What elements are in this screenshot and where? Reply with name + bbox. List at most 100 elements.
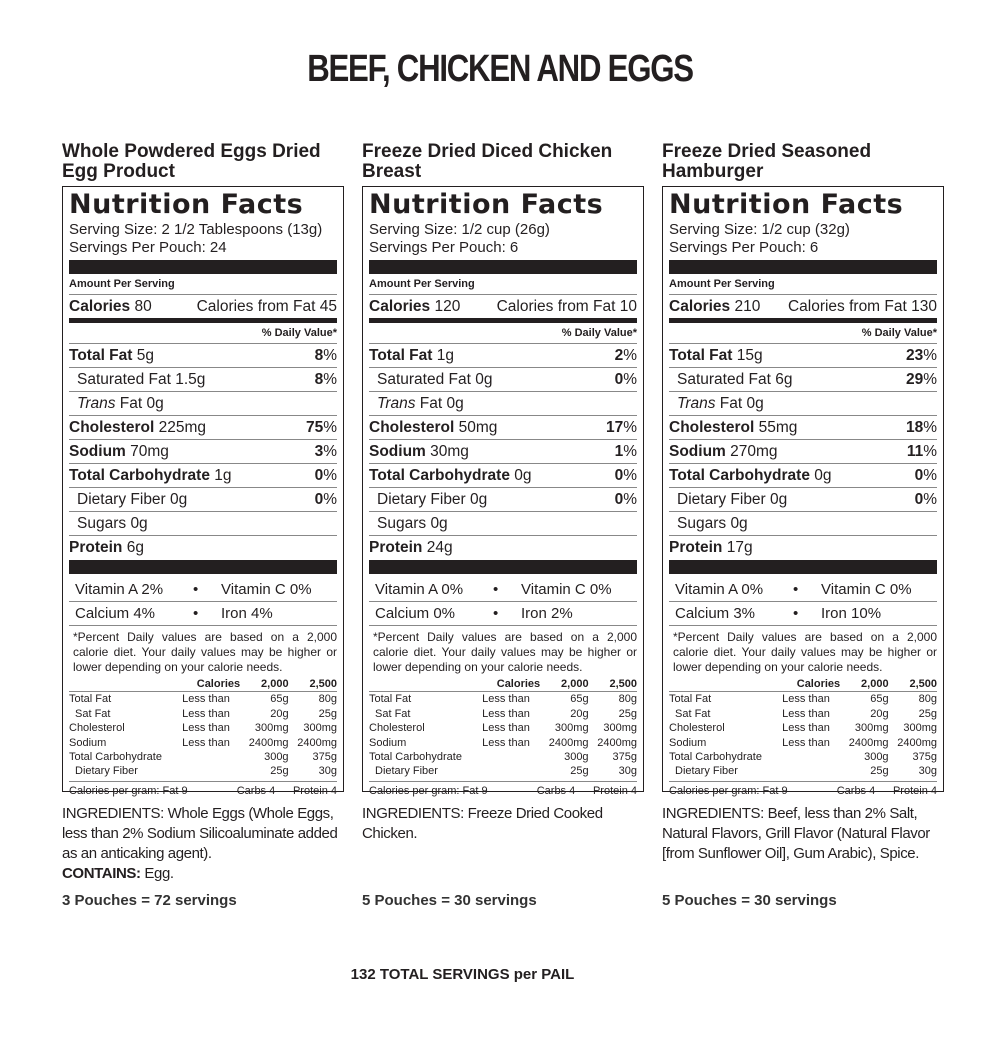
table-row: Total Fat Less than 65g 80g [669, 693, 937, 706]
daily-value-header: % Daily Value* [669, 323, 937, 344]
table-row: Sat Fat Less than 20g 25g [75, 707, 337, 720]
nutrient-row: Cholesterol 55mg 18% [669, 416, 937, 440]
nutrient-row: Total Fat 5g 8% [69, 344, 337, 368]
divider-thick [69, 260, 337, 274]
daily-values-table: Calories 2,000 2,500 Total Fat Less than 65g… [669, 677, 937, 778]
nutrient-row: Saturated Fat 6g 29% [669, 368, 937, 392]
nutrient-row: Sodium 270mg 11% [669, 440, 937, 464]
nutrient-row: Protein 6g [69, 538, 144, 556]
nutrient-row: Total Fat 1g 2% [369, 344, 637, 368]
table-row: Sodium Less than 2400mg 2400mg [669, 736, 937, 749]
product-title: Whole Powdered Eggs Dried Egg Product [62, 141, 321, 182]
nutrient-row: Trans Fat 0g [369, 392, 637, 416]
table-row: Total Carbohydrate 300g 375g [69, 751, 337, 764]
nutrition-label: Nutrition Facts Serving Size: 2 1/2 Tabl… [62, 186, 344, 797]
calories-row: Calories 80 Calories from Fat 45 [69, 295, 337, 323]
nutrient-row: Dietary Fiber 0g 0% [69, 488, 337, 512]
product-column: Freeze Dried Seasoned Hamburger Nutritio… [662, 142, 944, 909]
serving-size: Serving Size: 2 1/2 Tablespoons (13g) [69, 221, 323, 238]
nutrient-row: Trans Fat 0g [69, 392, 337, 416]
table-row: Total Carbohydrate 300g 375g [669, 751, 937, 764]
divider-thick [369, 260, 637, 274]
calories-per-gram: Calories per gram: Fat 9 Carbs 4 Protein 4 [69, 780, 337, 797]
calories-row: Calories 210 Calories from Fat 130 [669, 295, 937, 323]
nutrient-row: Total Carbohydrate 0g 0% [369, 464, 637, 488]
servings-per-pouch: Servings Per Pouch: 6 [369, 239, 519, 256]
amount-per-serving: Amount Per Serving [69, 274, 337, 295]
product-column: Whole Powdered Eggs Dried Egg Product Nu… [62, 142, 344, 909]
vitamin-row: Vitamin A 0% • Vitamin C 0% [669, 578, 937, 602]
nutrient-row: Sodium 30mg 1% [369, 440, 637, 464]
nutrient-row: Saturated Fat 1.5g 8% [69, 368, 337, 392]
footnote: *Percent Daily values are based on a 2,0… [673, 630, 937, 674]
nutrient-row: Cholesterol 225mg 75% [69, 416, 337, 440]
nutrient-row: Total Carbohydrate 1g 0% [69, 464, 337, 488]
divider-thick [69, 560, 337, 574]
daily-value-header: % Daily Value* [369, 323, 637, 344]
nutrition-facts-heading: Nutrition Facts [69, 189, 304, 220]
table-row: Cholesterol Less than 300mg 300mg [369, 722, 637, 735]
product-title: Freeze Dried Seasoned Hamburger [662, 141, 872, 182]
footnote: *Percent Daily values are based on a 2,0… [73, 630, 337, 674]
table-row: Sodium Less than 2400mg 2400mg [369, 736, 637, 749]
nutrient-row: Dietary Fiber 0g 0% [669, 488, 937, 512]
footnote: *Percent Daily values are based on a 2,0… [373, 630, 637, 674]
vitamin-row: Calcium 4% • Iron 4% [69, 602, 337, 626]
product-title: Freeze Dried Diced Chicken Breast [362, 141, 613, 182]
vitamin-row: Vitamin A 0% • Vitamin C 0% [369, 578, 637, 602]
table-row: Sat Fat Less than 20g 25g [375, 707, 637, 720]
serving-size: Serving Size: 1/2 cup (26g) [369, 221, 550, 238]
nutrient-row: Trans Fat 0g [669, 392, 937, 416]
nutrition-facts-heading: Nutrition Facts [369, 189, 604, 220]
ingredients: INGREDIENTS: Whole Eggs (Whole Eggs, les… [62, 805, 338, 882]
vitamin-row: Calcium 3% • Iron 10% [669, 602, 937, 626]
nutrient-row: Sugars 0g [69, 512, 337, 536]
nutrient-row: Protein 17g [669, 538, 753, 556]
table-row: Dietary Fiber 25g 30g [375, 765, 637, 778]
serving-size: Serving Size: 1/2 cup (32g) [669, 221, 850, 238]
nutrition-label: Nutrition Facts Serving Size: 1/2 cup (2… [362, 186, 644, 797]
daily-values-table: Calories 2,000 2,500 Total Fat Less than 65g… [69, 677, 337, 778]
nutrition-label: Nutrition Facts Serving Size: 1/2 cup (3… [662, 186, 944, 797]
servings-per-pouch: Servings Per Pouch: 24 [69, 239, 227, 256]
pouch-servings: 5 Pouches = 30 servings [662, 892, 837, 909]
nutrient-row: Protein 24g [369, 538, 453, 556]
nutrient-row: Sodium 70mg 3% [69, 440, 337, 464]
nutrient-row: Total Carbohydrate 0g 0% [669, 464, 937, 488]
ingredients: INGREDIENTS: Freeze Dried Cooked Chicken… [362, 805, 603, 842]
vitamin-row: Calcium 0% • Iron 2% [369, 602, 637, 626]
nutrient-row: Cholesterol 50mg 17% [369, 416, 637, 440]
calories-row: Calories 120 Calories from Fat 10 [369, 295, 637, 323]
pouch-servings: 3 Pouches = 72 servings [62, 892, 237, 909]
calories-per-gram: Calories per gram: Fat 9 Carbs 4 Protein 4 [669, 780, 937, 797]
daily-value-header: % Daily Value* [69, 323, 337, 344]
ingredients: INGREDIENTS: Beef, less than 2% Salt, Na… [662, 805, 930, 862]
nutrient-row: Sugars 0g [669, 512, 937, 536]
calories-per-gram: Calories per gram: Fat 9 Carbs 4 Protein 4 [369, 780, 637, 797]
table-row: Dietary Fiber 25g 30g [675, 765, 937, 778]
nutrient-row: Total Fat 15g 23% [669, 344, 937, 368]
divider-thick [669, 560, 937, 574]
divider-thick [369, 560, 637, 574]
table-row: Dietary Fiber 25g 30g [75, 765, 337, 778]
amount-per-serving: Amount Per Serving [369, 274, 637, 295]
divider-thick [669, 260, 937, 274]
nutrition-facts-heading: Nutrition Facts [669, 189, 904, 220]
product-column: Freeze Dried Diced Chicken Breast Nutrit… [362, 142, 644, 909]
nutrient-row: Dietary Fiber 0g 0% [369, 488, 637, 512]
table-row: Total Fat Less than 65g 80g [69, 693, 337, 706]
pouch-servings: 5 Pouches = 30 servings [362, 892, 537, 909]
servings-per-pouch: Servings Per Pouch: 6 [669, 239, 819, 256]
page-title: BEEF, CHICKEN AND EGGS [307, 48, 694, 90]
table-row: Sodium Less than 2400mg 2400mg [69, 736, 337, 749]
total-servings: 132 TOTAL SERVINGS per PAIL [350, 966, 575, 983]
daily-values-table: Calories 2,000 2,500 Total Fat Less than 65g… [369, 677, 637, 778]
table-row: Cholesterol Less than 300mg 300mg [69, 722, 337, 735]
table-row: Sat Fat Less than 20g 25g [675, 707, 937, 720]
table-row: Cholesterol Less than 300mg 300mg [669, 722, 937, 735]
nutrient-row: Saturated Fat 0g 0% [369, 368, 637, 392]
table-row: Total Carbohydrate 300g 375g [369, 751, 637, 764]
nutrient-row: Sugars 0g [369, 512, 637, 536]
table-row: Total Fat Less than 65g 80g [369, 693, 637, 706]
